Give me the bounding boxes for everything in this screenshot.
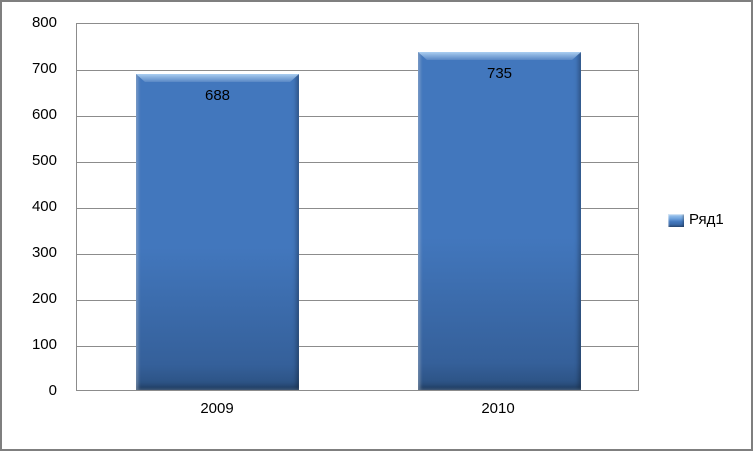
gridline [77,162,638,163]
gridline [77,254,638,255]
x-tick-label: 2009 [200,400,234,417]
y-tick-label: 800 [31,14,57,31]
y-tick-label: 400 [31,198,57,215]
bar: 735 [418,52,581,390]
y-tick-label: 100 [31,336,57,353]
y-tick-label: 700 [31,60,57,77]
gridline [77,70,638,71]
y-tick-label: 500 [31,152,57,169]
legend-series-label: Ряд1 [689,211,724,228]
plot-area: 688 735 [76,23,639,391]
x-tick-label: 2010 [481,400,515,417]
legend: Ряд1 [668,212,724,228]
bar: 688 [136,74,299,390]
series-marker-icon [668,213,684,227]
y-tick-label: 200 [31,290,57,307]
gridline [77,300,638,301]
bar-value-label: 735 [486,65,513,82]
gridline [77,116,638,117]
bar-value-label: 688 [204,87,231,104]
y-tick-label: 0 [48,382,57,399]
gridline [77,208,638,209]
gridline [77,346,638,347]
y-tick-label: 300 [31,244,57,261]
y-tick-label: 600 [31,106,57,123]
